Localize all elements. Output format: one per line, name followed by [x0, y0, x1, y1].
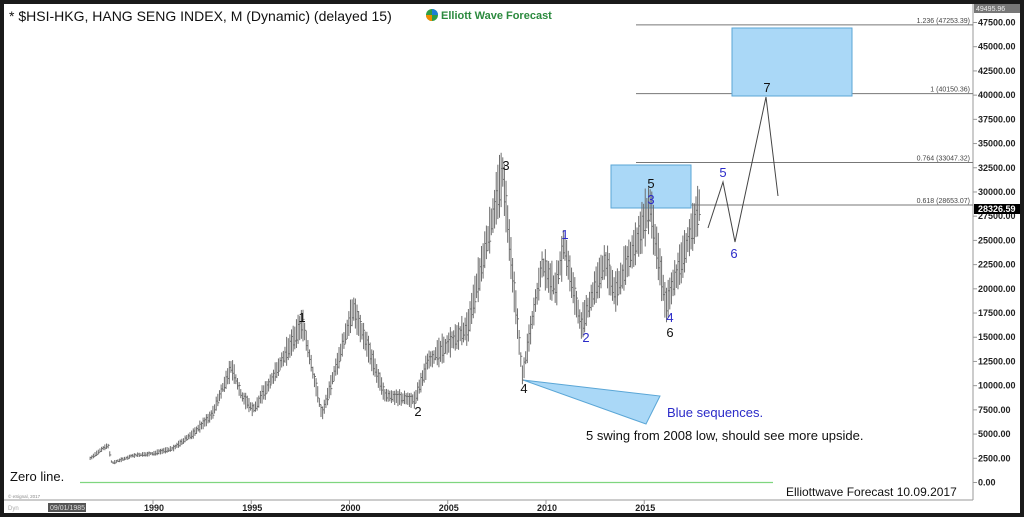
- target-box-upper: [731, 27, 853, 97]
- cursor-date: 09/01/1985: [50, 505, 85, 512]
- y-tick-label: 35000.00: [978, 139, 1016, 149]
- last-price-label: 28326.59: [978, 204, 1016, 214]
- y-tick-label: 25000.00: [978, 235, 1016, 245]
- y-tick-label: 47500.00: [978, 18, 1016, 28]
- brand-logo: Elliott Wave Forecast: [426, 9, 552, 22]
- y-tick-label: 27500.00: [978, 211, 1016, 221]
- fib-level-label: 1 (40150.36): [930, 87, 970, 94]
- y-tick-label: 0.00: [978, 478, 996, 488]
- top-value-label: 49495.96: [976, 6, 1005, 13]
- swing-note: 5 swing from 2008 low, should see more u…: [586, 428, 864, 443]
- x-tick-label: 2005: [439, 503, 459, 513]
- projection-path: [707, 96, 779, 243]
- wave-label: 6: [730, 246, 737, 261]
- last-price-box: [974, 204, 1020, 214]
- fib-level-label: 0.764 (33047.32): [917, 155, 970, 162]
- copyright: © eSignal, 2017: [8, 493, 41, 499]
- fib-level-label: 0.618 (28653.07): [917, 198, 970, 205]
- y-tick-label: 7500.00: [978, 405, 1011, 415]
- wave-label: 5: [719, 165, 726, 180]
- callout-triangle: [522, 379, 661, 425]
- y-tick-label: 37500.00: [978, 114, 1016, 124]
- x-tick-label: 2000: [341, 503, 361, 513]
- y-tick-label: 32500.00: [978, 163, 1016, 173]
- x-tick-label: 1990: [144, 503, 164, 513]
- top-value-box: [974, 4, 1020, 13]
- y-tick-label: 15000.00: [978, 332, 1016, 342]
- x-tick-label: 2015: [635, 503, 655, 513]
- x-tick-label: 2010: [537, 503, 557, 513]
- wave-label: 3: [502, 158, 509, 173]
- brand-name: Elliott Wave Forecast: [441, 10, 552, 22]
- y-tick-label: 22500.00: [978, 260, 1016, 270]
- y-tick-label: 2500.00: [978, 453, 1011, 463]
- wave-label: 5: [647, 176, 654, 191]
- wave-label: 4: [520, 381, 527, 396]
- x-tick-label: 1995: [242, 503, 262, 513]
- chart-background: [4, 4, 1020, 513]
- y-tick-label: 10000.00: [978, 381, 1016, 391]
- y-tick-label: 17500.00: [978, 308, 1016, 318]
- dyn-label[interactable]: Dyn: [8, 506, 19, 512]
- wave-label: 7: [763, 80, 770, 95]
- y-tick-label: 5000.00: [978, 429, 1011, 439]
- wave-label: 3: [647, 192, 654, 207]
- y-tick-label: 40000.00: [978, 90, 1016, 100]
- y-tick-label: 20000.00: [978, 284, 1016, 294]
- wave-label: 1: [561, 227, 568, 242]
- wave-label: 2: [582, 330, 589, 345]
- zero-line-label: Zero line.: [10, 469, 64, 484]
- target-box-lower: [610, 164, 692, 209]
- y-tick-label: 45000.00: [978, 42, 1016, 52]
- wave-label: 2: [414, 404, 421, 419]
- wave-label: 4: [666, 310, 673, 325]
- y-tick-label: 42500.00: [978, 66, 1016, 76]
- fib-level-label: 1.236 (47253.39): [917, 18, 970, 25]
- wave-label: 1: [298, 310, 305, 325]
- cursor-date-box: [48, 503, 86, 512]
- chart-title: * $HSI-HKG, HANG SENG INDEX, M (Dynamic)…: [9, 8, 392, 24]
- y-tick-label: 30000.00: [978, 187, 1016, 197]
- wave-label: 6: [666, 325, 673, 340]
- blue-sequences-note: Blue sequences.: [667, 405, 763, 420]
- y-tick-label: 12500.00: [978, 356, 1016, 366]
- signature: Elliottwave Forecast 10.09.2017: [786, 485, 957, 499]
